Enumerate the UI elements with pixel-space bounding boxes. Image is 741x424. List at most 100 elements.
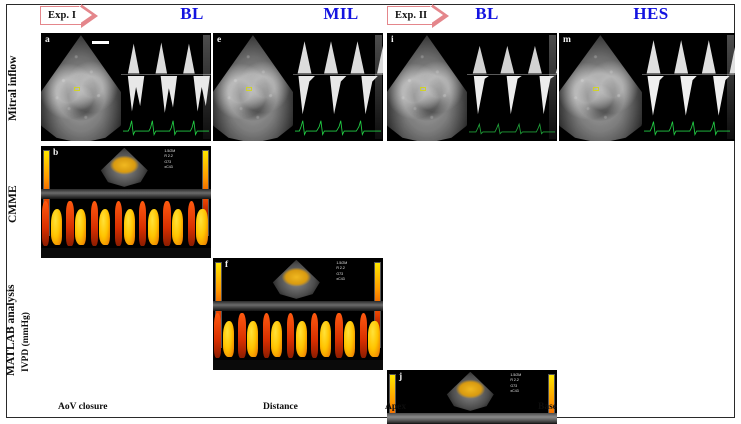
doppler-upper-envelope	[127, 42, 211, 75]
cmme-cycle	[262, 311, 286, 360]
cmme-yellow-core	[246, 321, 259, 357]
bottom-label-aov-closure: AoV closure	[58, 402, 108, 412]
panel-i-mitral-inflow: i	[387, 33, 557, 141]
echo-speckle	[387, 33, 467, 141]
echo-thumbnail-icon	[446, 371, 494, 411]
panel-a-mitral-inflow: a	[41, 33, 211, 141]
cmme-readout-j: 1.5/2M R 2.2 G73 xC43	[510, 372, 522, 394]
bottom-label-base: Base	[538, 402, 557, 412]
experiment-1-label: Exp. I	[48, 10, 77, 21]
doppler-upper-envelope	[646, 40, 735, 75]
doppler-baseline	[641, 74, 735, 76]
doppler-lower-envelope	[473, 76, 555, 115]
echo-speckle	[559, 33, 642, 141]
experiment-2-label: Exp. II	[395, 10, 428, 21]
cmme-yellow-core	[172, 209, 184, 245]
cmme-yellow-core	[344, 321, 356, 357]
cmme-red-jet	[41, 200, 50, 246]
echo-speckle	[213, 33, 293, 141]
echo-sector-e	[213, 33, 293, 141]
cmme-cycle	[359, 311, 383, 360]
cmme-yellow-core	[196, 209, 208, 245]
cmme-yellow-core	[50, 209, 62, 245]
cmme-cycle	[114, 199, 138, 248]
column-title-4: HES	[633, 4, 669, 23]
cmme-red-jet	[262, 312, 270, 358]
panel-letter-i: i	[391, 35, 394, 45]
cmme-ecg-strip	[213, 359, 383, 370]
row-label-ivpd-axis: IVPD (mmHg)	[21, 312, 31, 373]
cmme-red-jet	[139, 200, 147, 246]
doppler-baseline	[120, 74, 211, 76]
cmme-red-jet	[66, 200, 74, 246]
cmme-cycle	[162, 199, 186, 248]
cmme-yellow-core	[74, 209, 87, 245]
cmme-yellow-core	[147, 209, 159, 245]
cmme-yellow-core	[222, 321, 234, 357]
panel-e-mitral-inflow: e	[213, 33, 383, 141]
echo-sector-i	[387, 33, 467, 141]
cmme-mmode-band	[41, 188, 211, 199]
echo-sector-a	[41, 33, 121, 141]
echo-thumbnail-icon	[100, 147, 148, 187]
cmme-yellow-core	[123, 209, 135, 245]
doppler-depth-ruler	[727, 35, 734, 139]
cmme-mmode-band	[387, 412, 557, 423]
echo-scale-bar	[92, 40, 109, 44]
cmme-cycle	[286, 311, 310, 360]
panel-letter-j: j	[399, 372, 403, 382]
cmme-cycle	[334, 311, 358, 360]
cmme-cycle	[237, 311, 261, 360]
doppler-baseline	[466, 74, 557, 76]
cmme-red-jet	[213, 312, 222, 358]
panel-letter-e: e	[217, 35, 222, 45]
cmme-red-jet	[335, 312, 343, 358]
cmme-yellow-core	[99, 209, 111, 245]
echo-speckle	[41, 33, 121, 141]
arrow-head-icon	[79, 3, 99, 28]
cmme-red-jet	[187, 200, 195, 246]
cmme-cycle	[187, 199, 211, 248]
cmme-red-jet	[311, 312, 319, 358]
panel-letter-a: a	[45, 35, 50, 45]
panel-j-cmme: j 1.5/2M R 2.2 G73 xC43	[387, 370, 557, 424]
cmme-cycle	[90, 199, 114, 248]
arrow-head-icon-2	[430, 3, 450, 28]
cmme-red-jet	[359, 312, 367, 358]
doppler-upper-envelope	[472, 46, 557, 75]
cmme-readout-b: 1.5/2M R 2.2 G73 xC43	[164, 148, 176, 170]
panel-letter-f: f	[225, 260, 229, 270]
doppler-depth-ruler	[375, 35, 382, 139]
cmme-red-jet	[238, 312, 246, 358]
doppler-lower-envelope	[298, 76, 378, 115]
column-title-2: MIL	[323, 4, 359, 23]
cmme-red-jet	[163, 200, 171, 246]
cmme-yellow-core	[271, 321, 283, 357]
experiment-2-arrow: Exp. II	[387, 3, 450, 28]
cmme-red-jet	[90, 200, 98, 246]
doppler-trace-i	[466, 33, 557, 141]
cmme-thumbnail-strip: 1.5/2M R 2.2 G73 xC43	[387, 370, 557, 413]
panel-b-cmme: b 1.5/2M R 2.2 G73 xC43	[41, 146, 211, 258]
doppler-lower-envelope	[127, 76, 210, 114]
ecg-trace-m	[643, 121, 730, 137]
cmme-mmode-band	[213, 300, 383, 311]
ecg-trace-a	[122, 121, 210, 137]
doppler-lower-envelope	[647, 76, 730, 116]
doppler-baseline	[292, 74, 383, 76]
echo-thumbnail-icon	[272, 259, 320, 299]
bottom-label-distance: Distance	[263, 402, 298, 412]
column-title-3: BL	[475, 4, 499, 23]
cmme-red-jet	[286, 312, 295, 358]
panel-letter-m: m	[563, 35, 571, 45]
cmme-flow-waves-f	[213, 311, 383, 360]
panel-m-mitral-inflow: m	[559, 33, 735, 141]
ecg-trace-e	[294, 121, 382, 137]
echo-sample-volume-marker	[592, 87, 599, 91]
cmme-cycle	[138, 199, 162, 248]
cmme-thumbnail-strip: 1.5/2M R 2.2 G73 xC43	[213, 258, 383, 301]
cmme-readout-f: 1.5/2M R 2.2 G73 xC43	[336, 260, 348, 282]
row-label-mitral-inflow: Mitral inflow	[7, 55, 19, 122]
cmme-cycle	[41, 199, 65, 248]
